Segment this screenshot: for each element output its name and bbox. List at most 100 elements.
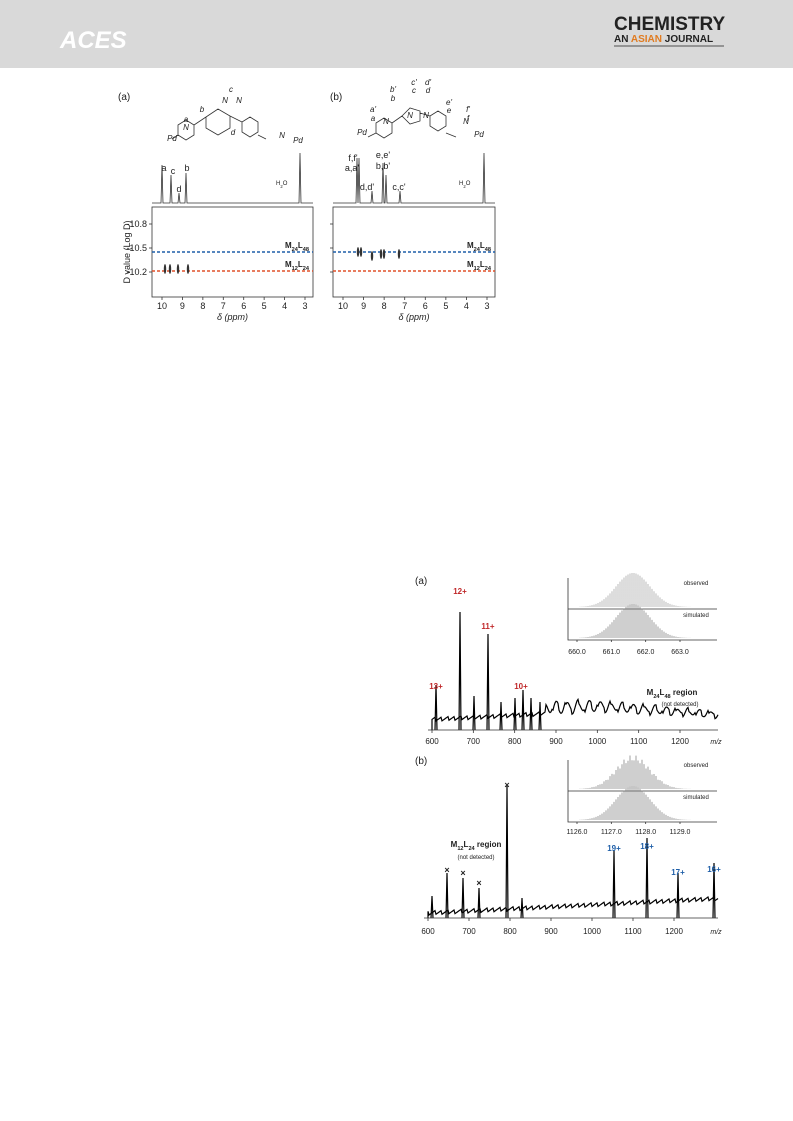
peak-label: c bbox=[171, 166, 176, 176]
ms-spectrum bbox=[431, 611, 719, 731]
peak-label: c,c' bbox=[392, 182, 406, 192]
x-axis-label: δ (ppm) bbox=[398, 312, 429, 322]
x-tick-label: 5 bbox=[443, 301, 448, 311]
journal-title: CHEMISTRY bbox=[614, 14, 726, 35]
contour bbox=[382, 249, 386, 259]
contour bbox=[370, 251, 374, 261]
x-axis-label: δ (ppm) bbox=[217, 312, 248, 322]
subtitle-part: JOURNAL bbox=[662, 34, 713, 45]
inset-simulated: simulated bbox=[683, 613, 709, 619]
x-tick-label: 900 bbox=[549, 737, 563, 746]
inset-tick-label: 662.0 bbox=[637, 649, 655, 656]
contour bbox=[168, 264, 172, 274]
structure-label: Pd bbox=[474, 130, 484, 139]
x-tick-label: 9 bbox=[180, 301, 185, 311]
x-tick-label: 3 bbox=[302, 301, 307, 311]
x-tick-label: 5 bbox=[262, 301, 267, 311]
structure-bonds bbox=[171, 108, 267, 141]
text-part: 2 bbox=[280, 184, 283, 189]
isotope-pattern bbox=[579, 573, 691, 607]
peak-label: b bbox=[184, 163, 189, 173]
region-note: (not detected) bbox=[457, 855, 494, 861]
text-part: L bbox=[660, 688, 665, 697]
charge-label: 10+ bbox=[514, 682, 528, 691]
x-tick-label: 600 bbox=[425, 737, 439, 746]
structure-label: f bbox=[467, 114, 470, 123]
text-part: region bbox=[671, 688, 698, 697]
panel-label: (a) bbox=[415, 576, 427, 587]
isotope-pattern bbox=[579, 604, 691, 638]
inset-simulated: simulated bbox=[683, 795, 709, 801]
structure-label: d bbox=[426, 86, 431, 95]
contour bbox=[379, 249, 383, 259]
inset-axes bbox=[567, 760, 717, 823]
x-tick-label: 1100 bbox=[624, 927, 642, 936]
isotope-pattern bbox=[579, 786, 691, 820]
structure-label: a bbox=[184, 115, 189, 124]
charge-label: 12+ bbox=[453, 587, 467, 596]
x-axis-label: m/z bbox=[710, 739, 722, 746]
logo: ACES bbox=[59, 27, 127, 54]
peak-label: a bbox=[161, 163, 166, 173]
text-part: 12 bbox=[474, 266, 480, 272]
structure-label: b bbox=[391, 94, 396, 103]
panel-label: (b) bbox=[415, 756, 427, 767]
cross-mark: × bbox=[476, 878, 481, 888]
structure-label: N bbox=[222, 96, 228, 105]
x-tick-label: 9 bbox=[361, 301, 366, 311]
structure-label: c bbox=[412, 86, 416, 95]
contour bbox=[359, 247, 363, 257]
h2o-label: H2O bbox=[459, 181, 471, 189]
text-part: H bbox=[459, 181, 463, 187]
x-tick-label: 3 bbox=[484, 301, 489, 311]
text-part: M bbox=[285, 260, 292, 269]
structure-label: N bbox=[279, 131, 285, 140]
line-label: M24L48 bbox=[285, 241, 309, 253]
x-tick-label: 900 bbox=[544, 927, 558, 936]
text-part: M bbox=[285, 241, 292, 250]
contour bbox=[176, 264, 180, 274]
cross-mark: × bbox=[504, 780, 509, 790]
charge-label: 13+ bbox=[429, 682, 443, 691]
peak-label: a,a' bbox=[345, 163, 360, 173]
inset-tick-label: 1129.0 bbox=[670, 829, 691, 836]
inset-observed: observed bbox=[684, 763, 709, 769]
x-tick-label: 6 bbox=[423, 301, 428, 311]
inset-tick-label: 660.0 bbox=[568, 649, 586, 656]
x-axis-label: m/z bbox=[710, 929, 722, 936]
contour bbox=[397, 249, 401, 259]
nmr-trace bbox=[152, 152, 313, 204]
text-part: 24 bbox=[653, 694, 660, 700]
nmr-trace bbox=[333, 152, 495, 204]
x-tick-label: 600 bbox=[421, 927, 435, 936]
structure-label: N bbox=[463, 117, 469, 126]
contour bbox=[356, 247, 360, 257]
h2o-label: H2O bbox=[276, 181, 288, 189]
charge-label: 19+ bbox=[607, 844, 621, 853]
line-label: M24L48 bbox=[467, 241, 491, 253]
structure-label: e' bbox=[446, 98, 452, 107]
contour bbox=[163, 264, 167, 274]
inset-axes bbox=[567, 578, 717, 641]
peak-label: e,e' bbox=[376, 150, 391, 160]
isotope-pattern bbox=[579, 755, 691, 789]
text-part: 48 bbox=[485, 247, 491, 253]
y-tick-label: -10.5 bbox=[126, 243, 147, 253]
charge-label: 18+ bbox=[640, 842, 654, 851]
region-label: M24L48 region bbox=[647, 688, 698, 700]
structure-label: f' bbox=[466, 105, 470, 114]
text-part: M bbox=[467, 241, 474, 250]
structure-label: b' bbox=[390, 85, 396, 94]
y-axis-label: D value (Log D) bbox=[122, 220, 132, 283]
structure-label: a bbox=[371, 114, 376, 123]
peak-label: b,b' bbox=[376, 161, 391, 171]
charge-label: 16+ bbox=[707, 865, 721, 874]
cross-mark: × bbox=[444, 865, 449, 875]
header-band bbox=[0, 0, 793, 68]
x-tick-label: 8 bbox=[382, 301, 387, 311]
structure-label: a' bbox=[370, 105, 376, 114]
x-tick-label: 4 bbox=[282, 301, 287, 311]
line-label: M12L24 bbox=[467, 260, 492, 272]
structure-label: b bbox=[200, 105, 205, 114]
panel-label: (a) bbox=[118, 92, 130, 103]
